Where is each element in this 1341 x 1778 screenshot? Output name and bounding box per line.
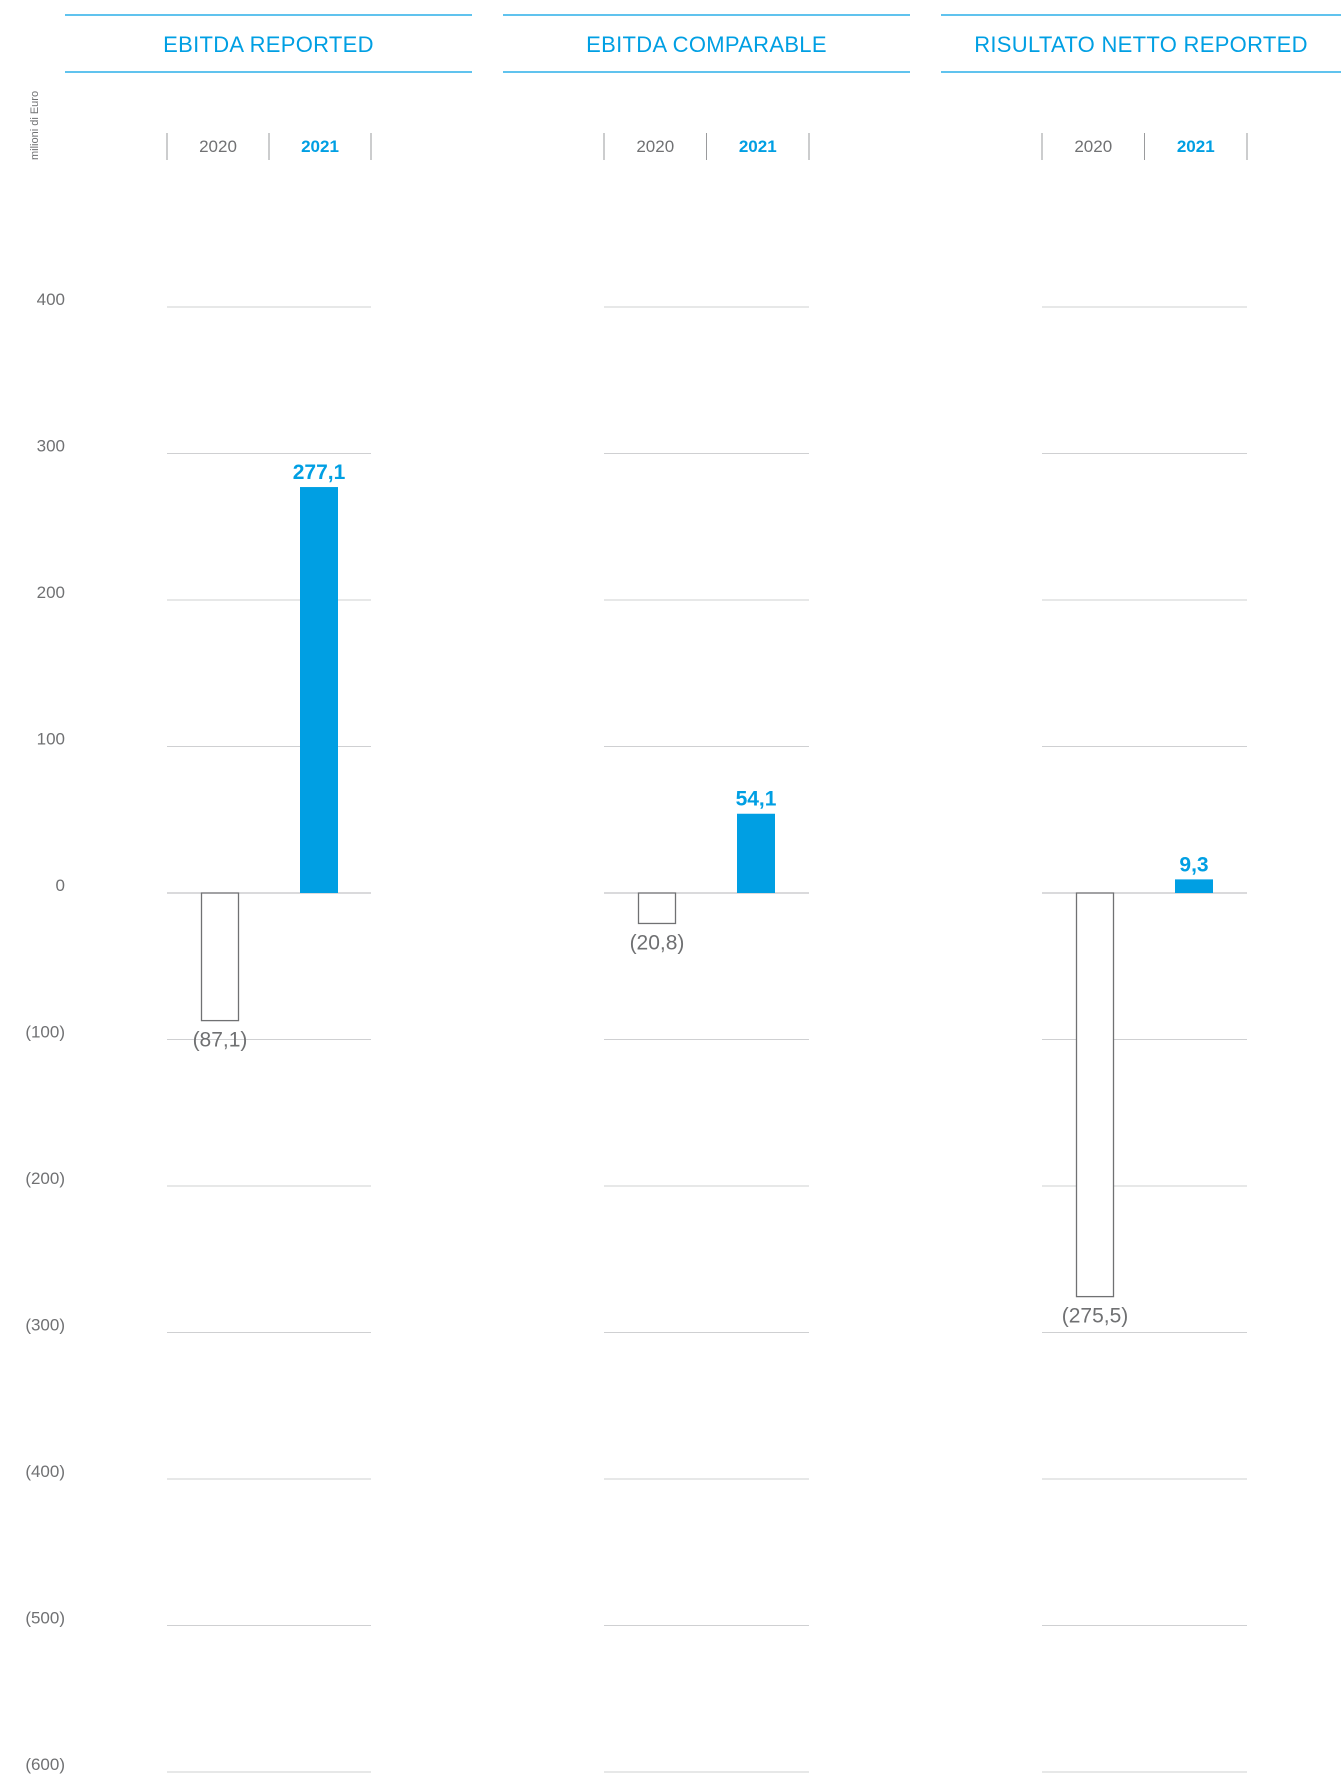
category-label-2021: 2021 (739, 137, 777, 156)
y-tick-label: (300) (25, 1316, 65, 1335)
chart-panel-2: EBITDA COMPARABLE 2020 2021 (20,8) 54,1 (503, 14, 910, 1773)
category-label-2021: 2021 (301, 137, 339, 156)
category-label-2021: 2021 (1177, 137, 1215, 156)
data-label-2021: 277,1 (293, 461, 346, 484)
data-label-2021: 54,1 (736, 788, 777, 811)
bar-2020 (1075, 892, 1115, 1298)
chart-title: EBITDA REPORTED (163, 32, 374, 57)
y-tick-label: 0 (56, 876, 65, 895)
category-label-2020: 2020 (636, 137, 674, 156)
chart-panel-3: RISULTATO NETTO REPORTED 2020 2021 (275,5) 9… (941, 14, 1341, 1773)
y-tick-label: (200) (25, 1169, 65, 1188)
chart-title: EBITDA COMPARABLE (586, 32, 827, 57)
data-label-2020: (87,1) (193, 1029, 248, 1052)
data-label-2021: 9,3 (1179, 853, 1208, 876)
y-tick-label: (100) (25, 1023, 65, 1042)
y-tick-label: 100 (37, 730, 65, 749)
y-tick-label: (600) (25, 1755, 65, 1774)
bar-2021 (1175, 879, 1213, 893)
y-axis-unit-label: milioni di Euro (29, 91, 41, 160)
y-tick-label: (400) (25, 1462, 65, 1481)
bar-2021 (300, 487, 338, 893)
bar-2020 (200, 892, 240, 1022)
y-tick-label: 400 (37, 290, 65, 309)
category-label-2020: 2020 (199, 137, 237, 156)
y-axis: 400 300 200 100 0 (100) (200) (300) (400) (500) (6… (25, 290, 65, 1774)
category-label-2020: 2020 (1074, 137, 1112, 156)
y-tick-label: 200 (37, 583, 65, 602)
chart-panel-1: EBITDA REPORTED 2020 2021 (87,1) 277,1 (65, 14, 472, 1773)
chart-title: RISULTATO NETTO REPORTED (974, 32, 1308, 57)
y-tick-label: 300 (37, 437, 65, 456)
data-label-2020: (275,5) (1062, 1305, 1129, 1328)
bar-2021 (737, 813, 775, 893)
data-label-2020: (20,8) (630, 931, 685, 954)
y-tick-label: (500) (25, 1609, 65, 1628)
bar-2020 (637, 892, 677, 925)
